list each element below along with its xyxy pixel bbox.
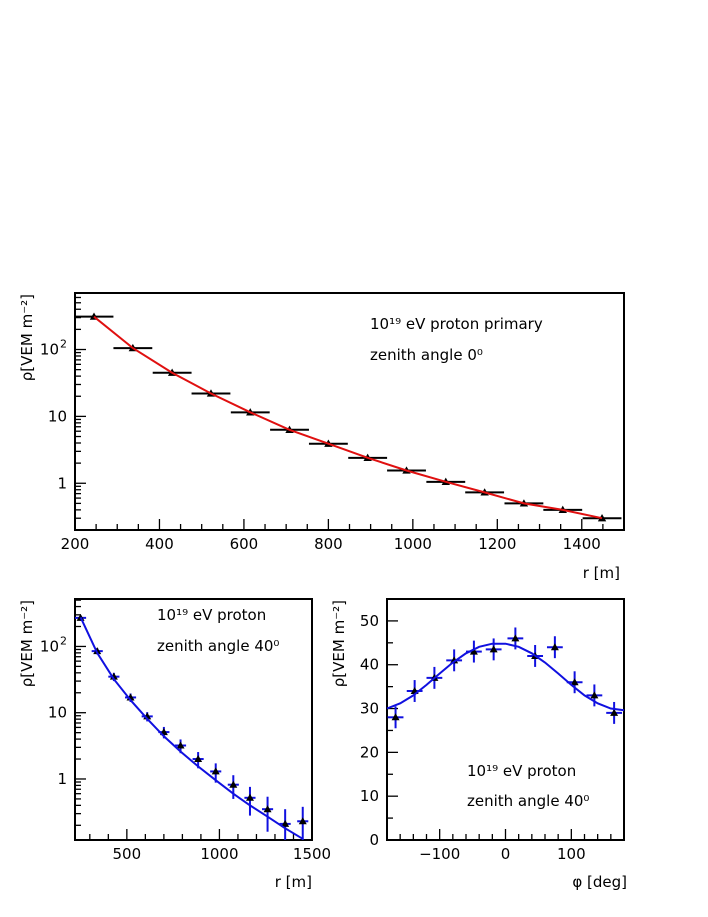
data-point-marker xyxy=(391,713,400,721)
fit-curve xyxy=(386,642,625,712)
fit-curve xyxy=(79,616,304,840)
fit-curve xyxy=(93,315,603,520)
y-tick-label: 30 xyxy=(360,700,379,718)
data-point-marker xyxy=(176,741,185,749)
y-tick-label: 10 xyxy=(40,341,59,359)
data-point-marker xyxy=(194,755,203,763)
data-point-marker xyxy=(570,678,579,686)
y-tick-label: 10 xyxy=(48,407,67,425)
x-tick-label: 0 xyxy=(501,845,511,863)
x-tick-label: 1200 xyxy=(478,535,516,553)
y-tick-label: 10 xyxy=(48,704,67,722)
data-point-marker xyxy=(229,780,238,788)
x-axis-label: r [m] xyxy=(275,873,312,891)
y-axis-label: ρ[VEM m⁻²] xyxy=(18,600,36,687)
panel-top-zenith-0: 10¹⁹ eV proton primary zenith angle 0⁰ r… xyxy=(18,292,625,582)
x-tick-label: 200 xyxy=(61,535,90,553)
x-tick-label: 600 xyxy=(230,535,259,553)
data-point-marker xyxy=(298,817,307,825)
x-tick-label: 1000 xyxy=(200,845,238,863)
y-tick-label: 50 xyxy=(360,612,379,630)
x-tick-label: −100 xyxy=(419,845,460,863)
x-axis-label: φ [deg] xyxy=(572,873,627,891)
data-point-marker xyxy=(109,672,118,680)
x-tick-label: 800 xyxy=(314,535,343,553)
annotation-line-1: 10¹⁹ eV proton xyxy=(467,762,576,780)
x-axis-label: r [m] xyxy=(583,564,620,582)
data-point-marker xyxy=(450,656,459,664)
x-tick-label: 100 xyxy=(557,845,586,863)
y-axis-label: ρ[VEM m⁻²] xyxy=(18,294,36,381)
annotation-line-1: 10¹⁹ eV proton xyxy=(157,606,266,624)
data-point-marker xyxy=(489,645,498,653)
x-tick-label: 1400 xyxy=(563,535,601,553)
data-point-marker xyxy=(511,634,520,642)
x-tick-label: 500 xyxy=(113,845,142,863)
data-point-marker xyxy=(263,805,272,813)
y-tick-exponent: 2 xyxy=(60,634,67,647)
data-point-marker xyxy=(550,643,559,651)
x-tick-label: 400 xyxy=(145,535,174,553)
panel-bottom-right-phi: 10¹⁹ eV proton zenith angle 40⁰ φ [deg] … xyxy=(330,598,627,891)
x-tick-label: 1000 xyxy=(394,535,432,553)
data-point-marker xyxy=(281,819,290,827)
y-tick-label: 10 xyxy=(360,787,379,805)
y-tick-label: 0 xyxy=(369,831,379,849)
x-tick-label: 1500 xyxy=(293,845,331,863)
annotation-line-2: zenith angle 40⁰ xyxy=(467,792,589,810)
y-tick-label: 10 xyxy=(40,637,59,655)
plot-frame xyxy=(74,598,313,841)
data-point-marker xyxy=(469,647,478,655)
y-tick-label: 1 xyxy=(57,474,67,492)
data-point-marker xyxy=(610,708,619,716)
y-tick-label: 20 xyxy=(360,743,379,761)
y-axis-label: ρ[VEM m⁻²] xyxy=(330,600,348,687)
y-tick-label: 40 xyxy=(360,656,379,674)
annotation-line-2: zenith angle 0⁰ xyxy=(370,346,483,364)
data-point-marker xyxy=(211,767,220,775)
y-tick-label: 1 xyxy=(57,770,67,788)
data-point-marker xyxy=(245,793,254,801)
annotation-line-1: 10¹⁹ eV proton primary xyxy=(370,315,543,333)
data-point-marker xyxy=(590,691,599,699)
panel-bottom-left-r: 10¹⁹ eV proton zenith angle 40⁰ r [m] ρ[… xyxy=(18,598,331,891)
annotation-line-2: zenith angle 40⁰ xyxy=(157,637,279,655)
y-tick-exponent: 2 xyxy=(60,338,67,351)
